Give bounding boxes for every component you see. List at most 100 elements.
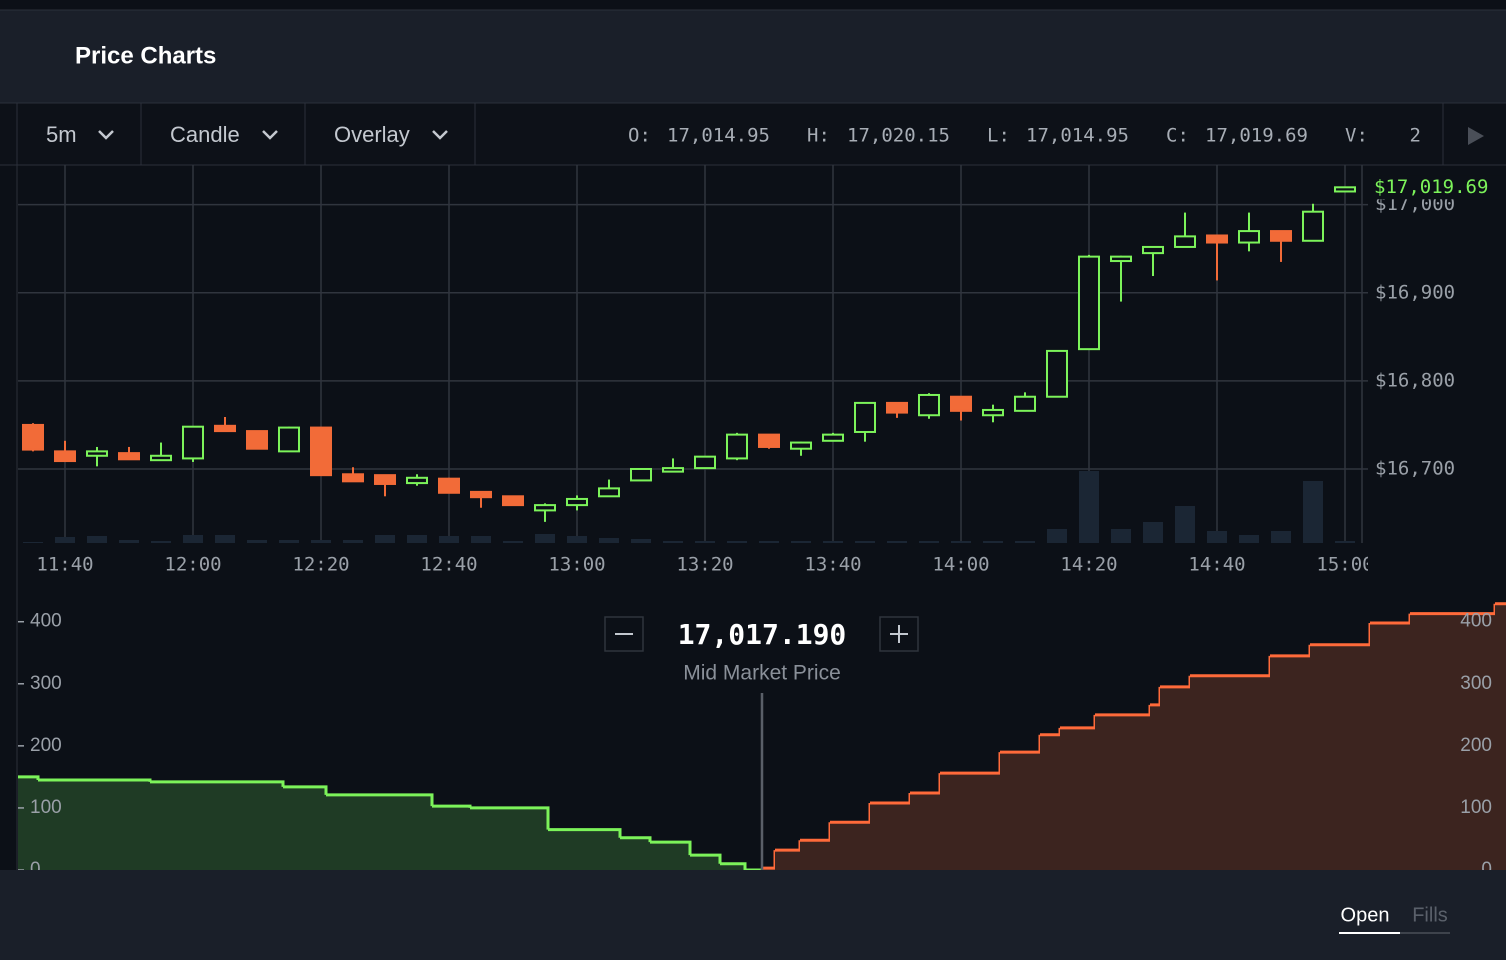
candle-body [694,455,716,470]
candle-body [950,395,972,412]
volume-bar [919,541,939,543]
candle-body [1014,395,1036,412]
candle-body [1302,210,1324,242]
candle-body [22,423,44,451]
play-button[interactable] [1468,127,1484,145]
volume-bar [215,535,235,543]
candle-body [982,408,1004,417]
depth-fill [1150,704,1161,870]
overlay-dropdown[interactable]: Overlay [334,122,448,147]
volume-bar [55,537,75,543]
depth-fill [910,793,941,870]
x-tick-label: 14:40 [1188,554,1245,576]
volume-bar [183,535,203,543]
candle-body [1206,234,1228,244]
candle-body [150,454,172,462]
depth-fill [432,806,471,870]
volume-bar [1079,471,1099,543]
candle-body [1270,230,1292,242]
depth-fill [720,863,746,870]
depth-fill [326,794,433,870]
plus-button[interactable] [879,616,919,652]
depth-step [283,785,328,795]
chart-type-dropdown[interactable]: Candle [170,122,278,147]
volume-bar [855,541,875,543]
volume-bar [87,536,107,543]
volume-bar [951,541,971,543]
fills-tab[interactable]: Fills [1412,904,1448,926]
y-tick-label: 200 [1460,735,1492,756]
candle-body [598,487,620,498]
candle-body [438,477,460,494]
candle-body [854,401,876,433]
candle-body [470,490,492,499]
y-tick-label: $16,800 [1375,369,1455,391]
volume-bar [1015,541,1035,543]
volume-bar [983,541,1003,543]
depth-chart: 0 0 100 100 200 200 300 300 400 400 [18,602,1506,870]
candle-body [1046,349,1068,398]
ohlcv-value: 17,020.15 [847,125,950,147]
depth-fill [1095,714,1151,870]
depth-fill [1190,675,1271,870]
y-tick-label: $16,900 [1375,281,1455,303]
candle-body [566,497,588,507]
volume-bar [375,535,395,543]
candle-body [886,401,908,414]
volume-bar [631,539,651,543]
depth-fill [1495,603,1506,870]
mid-price: 17,017.190 [678,618,847,651]
chevron [432,130,448,140]
interval-dropdown[interactable]: 5m [46,122,114,147]
volume-bar [23,542,43,543]
volume-bar [151,541,171,543]
candle-body [214,424,236,433]
depth-fill [650,842,691,870]
depth-fill [18,776,39,870]
volume-bar [343,540,363,543]
chevron [262,130,278,140]
candle-body [726,433,748,460]
candle-body [1238,230,1260,244]
depth-step [548,828,622,838]
overlay-layer: O: 17,014.95 H: 17,020.15 L: 17,014.95 C: 17,01… [604,125,1506,685]
ohlcv-value: 17,019.69 [1205,125,1308,147]
candle-body [822,433,844,442]
y-tick-label: 400 [30,611,62,632]
depth-fill [1000,752,1041,870]
depth-fill [548,829,621,870]
depth-fill [38,780,151,870]
ohlcv-key: L: [987,125,1010,147]
candle-body [662,467,684,473]
depth-step [150,780,285,787]
depth-step [720,862,747,870]
chevron [98,130,114,140]
volume-bar [1207,531,1227,543]
volume-bar [823,541,843,543]
candle-body [918,393,940,417]
depth-fill [1310,644,1371,870]
volume-bar [1047,529,1067,543]
depth-fill [1270,655,1311,870]
volume-bar [759,541,779,543]
candle-body [374,474,396,485]
header-bar [0,10,1506,103]
y-tick-label: $16,700 [1375,457,1455,479]
ohlcv-value: 17,014.95 [1026,125,1129,147]
y-tick-label: 400 [1460,611,1492,632]
volume-bar [119,540,139,543]
volume-bar [663,541,683,543]
open-tab[interactable]: Open [1341,904,1390,926]
volume-bar [791,541,811,543]
candle-body [278,426,300,453]
ohlcv-value: 2 [1410,125,1421,147]
candle-body [406,476,428,485]
y-tick-label: 100 [1460,797,1492,818]
dropdown-label: Overlay [334,122,410,147]
panel-title: Price Charts [75,42,216,69]
depth-fill [1040,734,1061,870]
depth-fill [690,855,721,870]
x-tick-label: 13:40 [804,554,861,576]
volume-bar [599,538,619,543]
